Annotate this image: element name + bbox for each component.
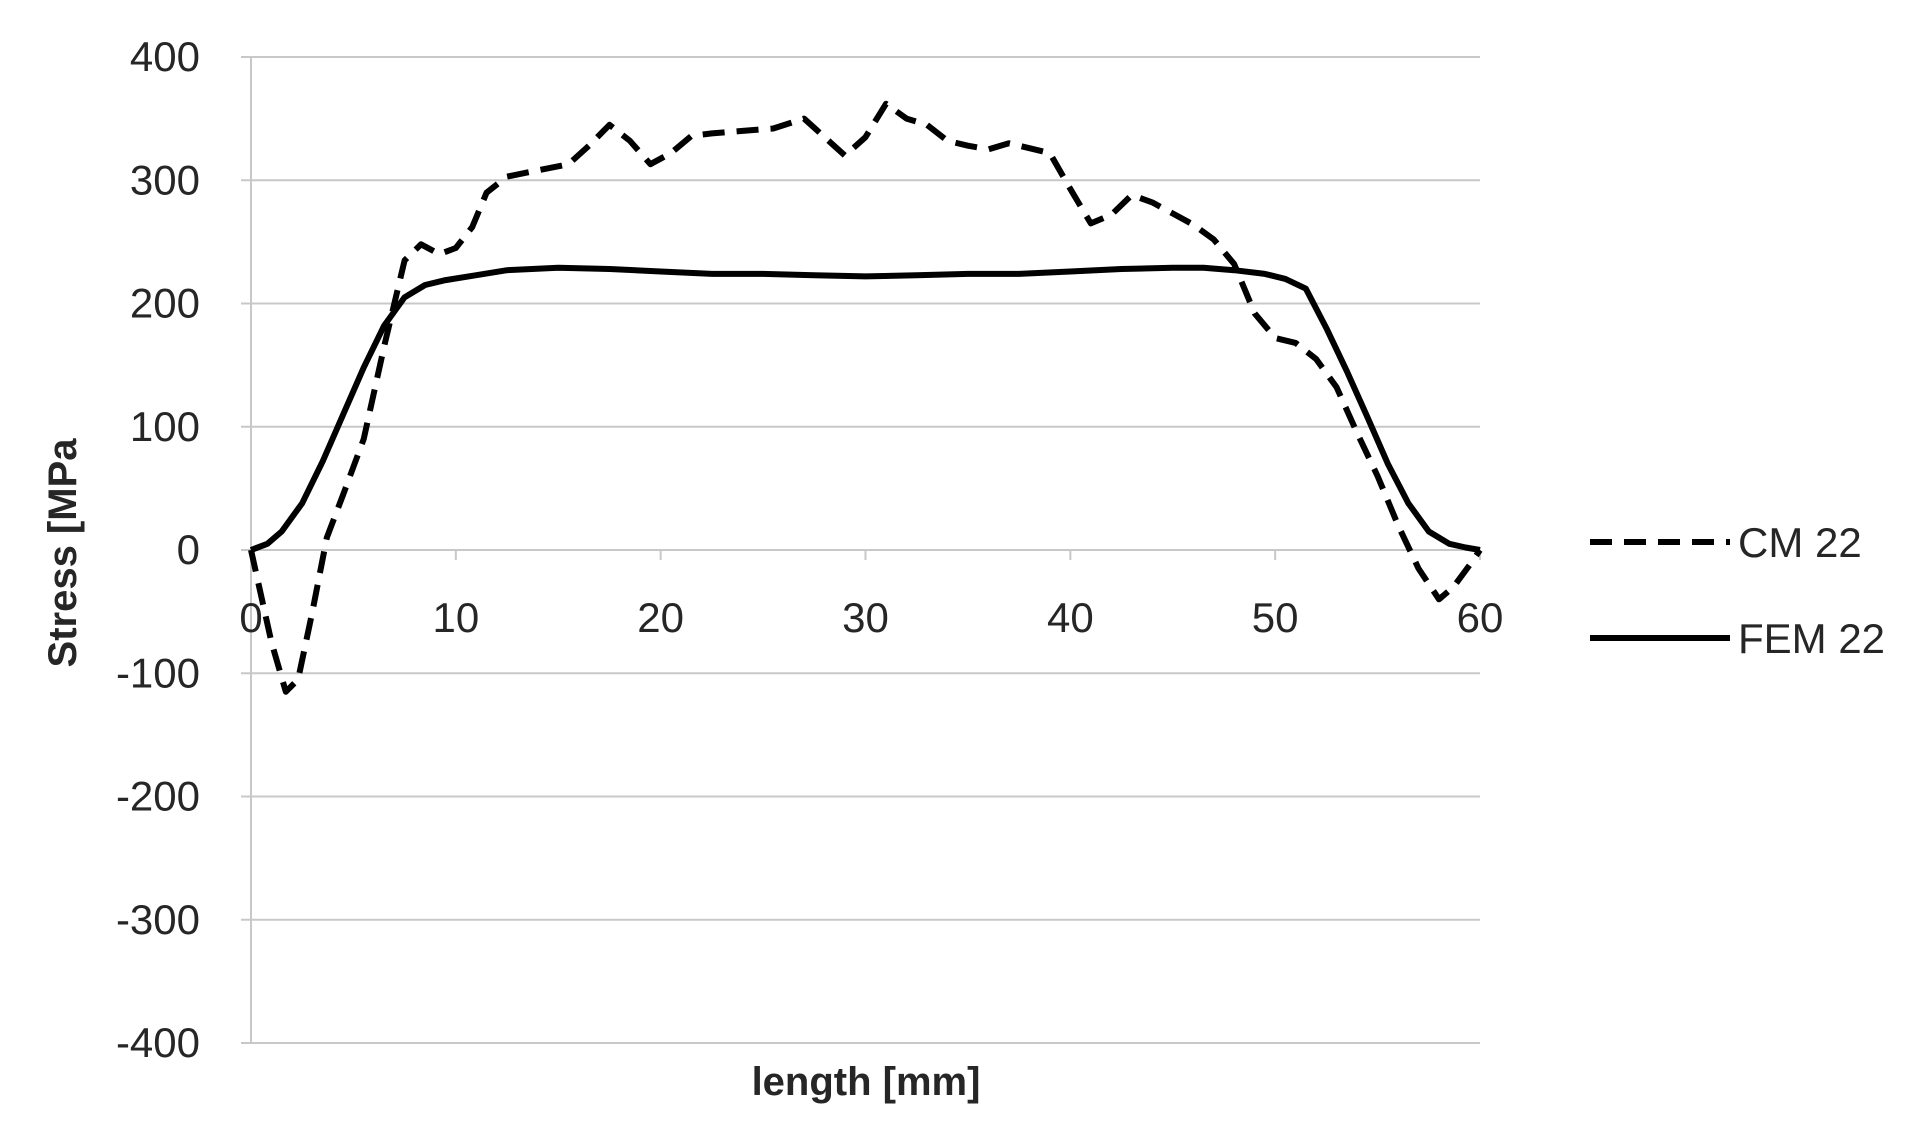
legend: CM 22 FEM 22 [1590,519,1885,662]
series-line-cm-22 [248,100,1483,695]
y-axis-title: Stress [MPa [41,438,85,668]
y-tick-label: 400 [130,33,200,80]
y-tick-labels: 400 300 200 100 0 -100 -200 -300 -400 [116,33,200,1066]
y-tick-label: 0 [177,526,200,573]
series-lines [248,100,1483,695]
y-tick-label: -400 [116,1019,200,1066]
axes [241,57,1481,1043]
legend-label: CM 22 [1738,519,1862,566]
x-tick-label: 10 [432,594,479,641]
x-tick-label: 40 [1047,594,1094,641]
legend-label: FEM 22 [1738,615,1885,662]
y-tick-label: 100 [130,403,200,450]
x-tick-label: 50 [1252,594,1299,641]
x-tick-label: 60 [1457,594,1504,641]
gridlines [241,56,1480,1044]
y-tick-label: -100 [116,649,200,696]
x-axis-title: length [mm] [752,1060,981,1104]
x-tick-label: 30 [842,594,889,641]
x-tick-labels: 0 10 20 30 40 50 60 [239,594,1503,641]
y-tick-label: -200 [116,773,200,820]
x-tick-label: 20 [637,594,684,641]
series-line-fem-22 [249,264,1481,553]
y-tick-label: -300 [116,896,200,943]
y-tick-label: 300 [130,156,200,203]
y-tick-label: 200 [130,280,200,327]
x-tick-label: 0 [239,594,262,641]
